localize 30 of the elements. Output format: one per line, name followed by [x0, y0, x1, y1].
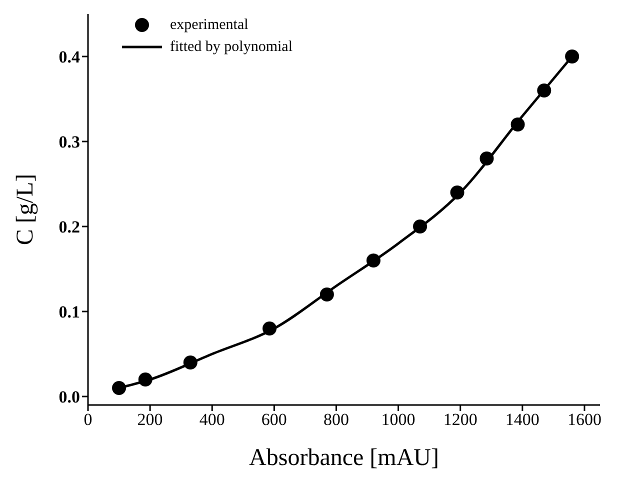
x-tick-label: 400: [199, 410, 225, 430]
x-tick-label: 1400: [505, 410, 540, 430]
point: [510, 118, 525, 132]
x-tick-label: 1200: [443, 410, 478, 430]
legend-label: fitted by polynomial: [170, 38, 292, 56]
point: [450, 186, 464, 200]
point: [366, 254, 380, 268]
point: [262, 322, 277, 336]
y-tick-label: 0.2: [58, 218, 80, 237]
point: [480, 152, 494, 166]
point: [320, 288, 334, 302]
point: [112, 381, 126, 395]
x-tick-label: 0: [84, 410, 92, 430]
point: [413, 220, 428, 234]
x-tick-label: 1600: [567, 410, 602, 430]
point: [565, 50, 580, 64]
y-axis-title: C [g/L]: [12, 174, 39, 246]
y-tick-label: 0.4: [58, 48, 80, 67]
point: [537, 84, 552, 98]
x-tick-label: 600: [261, 410, 287, 430]
y-tick-label: 0.1: [58, 302, 80, 322]
legend-label: experimental: [170, 16, 248, 34]
point: [183, 356, 198, 370]
point: [138, 372, 152, 386]
x-tick-label: 800: [323, 410, 349, 430]
y-tick-label: 0.3: [58, 132, 80, 152]
x-tick-label: 1000: [381, 410, 416, 430]
y-tick-label: 0.0: [58, 388, 80, 407]
x-tick-label: 200: [137, 410, 163, 430]
x-axis-title: Absorbance [mAU]: [249, 445, 439, 471]
